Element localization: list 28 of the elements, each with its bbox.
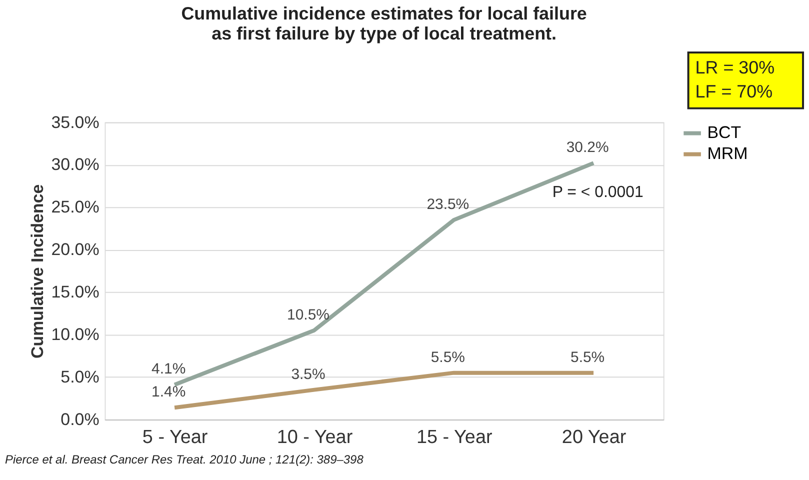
y-tick-label: 5.0% (60, 368, 100, 387)
y-tick-label: 25.0% (51, 198, 100, 217)
x-tick-label: 20 Year (562, 426, 626, 448)
y-tick-label: 0.0% (60, 410, 100, 430)
text: LR = 30% (695, 57, 775, 78)
data-label: 10.5% (287, 306, 330, 324)
data-label: 5.5% (570, 348, 605, 366)
text: Pierce et al. Breast Cancer Res Treat. 2010 June ; 121(2): 389–398 (4, 452, 364, 466)
data-label: 5.5% (430, 348, 465, 366)
x-tick-label: 15 - Year (416, 426, 492, 448)
data-label: 30.2% (566, 139, 609, 156)
x-tick-label: 10 - Year (276, 426, 353, 448)
y-tick-label: 15.0% (51, 282, 100, 302)
annotation: P = < 0.0001 (552, 184, 644, 202)
y-tick-label: 35.0% (51, 112, 100, 132)
chart-title: Cumulative incidence estimates for local failure as first failure by type of local treatment. (181, 4, 587, 44)
data-label: 1.4% (152, 384, 186, 401)
data-label: 4.1% (152, 360, 186, 378)
y-tick-label: 20.0% (51, 240, 100, 260)
text: LF = 70% (695, 81, 773, 102)
x-tick-label: 5 - Year (142, 426, 208, 448)
y-axis-title: Cumulative Incidence (28, 184, 48, 358)
y-tick-label: 30.0% (51, 155, 100, 174)
data-label: 23.5% (426, 196, 470, 213)
legend-label: BCT (707, 123, 742, 142)
data-label: 3.5% (291, 366, 326, 383)
legend-label: MRM (707, 144, 748, 164)
y-tick-label: 10.0% (51, 325, 100, 344)
